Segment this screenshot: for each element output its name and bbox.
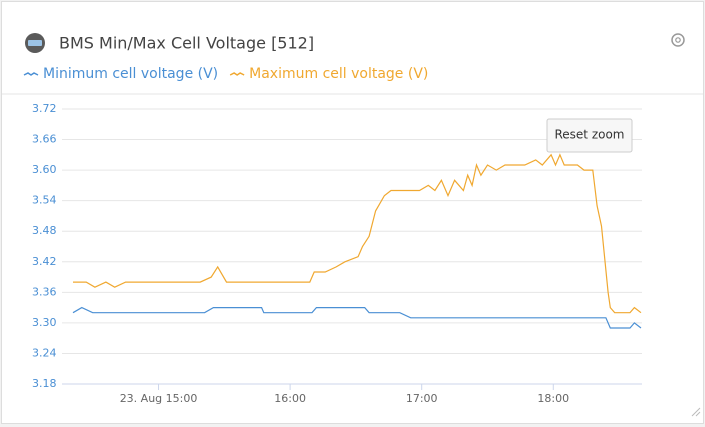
legend-symbol <box>23 72 39 76</box>
data-line <box>73 153 642 314</box>
chart-title: BMS Min/Max Cell Voltage [512] <box>59 34 314 53</box>
x-tick-label: 16:00 <box>274 392 306 405</box>
x-tick-label: 17:00 <box>406 392 438 405</box>
device-icon-screen <box>28 40 42 46</box>
legend-label: Maximum cell voltage (V) <box>249 66 428 82</box>
y-tick-label: 3.72 <box>32 102 57 115</box>
y-tick-label: 3.66 <box>32 133 57 146</box>
y-tick-label: 3.48 <box>32 224 57 237</box>
y-tick-label: 3.30 <box>32 316 57 329</box>
y-tick-label: 3.18 <box>32 377 57 390</box>
settings-icon[interactable] <box>671 33 685 47</box>
button-label[interactable]: Reset zoom <box>554 128 624 142</box>
x-tick-label: 23. Aug 15:00 <box>120 392 198 405</box>
x-tick-label: 18:00 <box>537 392 569 405</box>
resize-handle <box>691 407 701 417</box>
button-box[interactable] <box>546 118 633 153</box>
y-tick-label: 3.24 <box>32 346 57 359</box>
y-tick-label: 3.60 <box>32 163 57 176</box>
legend-symbol <box>229 72 245 76</box>
reset-zoom-button[interactable]: Reset zoom <box>546 118 633 153</box>
data-line <box>72 306 642 329</box>
y-tick-label: 3.42 <box>32 255 57 268</box>
y-tick-label: 3.36 <box>32 285 57 298</box>
legend-label: Minimum cell voltage (V) <box>43 66 218 82</box>
y-tick-label: 3.54 <box>32 194 57 207</box>
